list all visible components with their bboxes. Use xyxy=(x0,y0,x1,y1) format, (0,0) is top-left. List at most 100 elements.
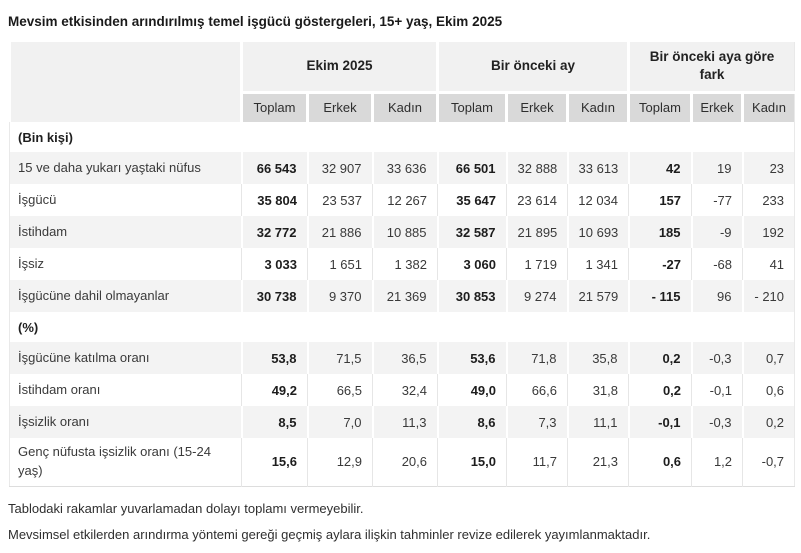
row-label: İstihdam oranı xyxy=(9,374,242,406)
value-cell: 8,6 xyxy=(436,406,507,438)
row-label: İstihdam xyxy=(9,216,242,248)
footnote-revision: Mevsimsel etkilerden arındırma yöntemi g… xyxy=(8,526,651,542)
value-cell: 11,3 xyxy=(371,406,438,438)
value-cell: 42 xyxy=(627,152,692,184)
value-cell: -77 xyxy=(691,184,743,216)
col-header-total: Toplam xyxy=(627,90,692,122)
value-cell: 192 xyxy=(741,216,795,248)
value-cell: 96 xyxy=(690,280,743,312)
value-cell: 21 579 xyxy=(566,280,629,312)
value-cell: 7,3 xyxy=(505,406,568,438)
value-cell: 49,2 xyxy=(241,374,308,406)
value-cell: 11,1 xyxy=(566,406,629,438)
section-label: (Bin kişi) xyxy=(9,122,795,152)
value-cell: - 210 xyxy=(741,280,795,312)
value-cell: 12,9 xyxy=(307,438,373,487)
col-header-male: Erkek xyxy=(690,90,743,122)
row-label: İşsiz xyxy=(9,248,242,280)
value-cell: 15,0 xyxy=(437,438,507,487)
value-cell: 0,2 xyxy=(627,342,692,374)
value-cell: 35 647 xyxy=(437,184,507,216)
value-cell: 32,4 xyxy=(371,374,438,406)
table-row: 15 ve daha yukarı yaştaki nüfus 66 543 32 … xyxy=(9,152,795,184)
value-cell: 41 xyxy=(742,248,795,280)
col-header-male: Erkek xyxy=(505,90,568,122)
value-cell: 1 382 xyxy=(371,248,438,280)
value-cell: 32 587 xyxy=(436,216,507,248)
col-header-male: Erkek xyxy=(306,90,373,122)
row-label: 15 ve daha yukarı yaştaki nüfus xyxy=(9,152,242,184)
value-cell: 66,5 xyxy=(307,374,373,406)
value-cell: 8,5 xyxy=(240,406,308,438)
value-cell: 7,0 xyxy=(306,406,373,438)
value-cell: 12 267 xyxy=(371,184,438,216)
value-cell: 31,8 xyxy=(567,374,629,406)
value-cell: 1,2 xyxy=(691,438,743,487)
value-cell: -0,1 xyxy=(627,406,692,438)
value-cell: 66 543 xyxy=(240,152,308,184)
value-cell: 9 274 xyxy=(505,280,568,312)
table-row: İşsizlik oranı 8,5 7,0 11,3 8,6 7,3 11,1 -0,1 -0… xyxy=(9,406,795,438)
value-cell: 33 613 xyxy=(566,152,629,184)
value-cell: -0,3 xyxy=(690,342,743,374)
value-cell: -9 xyxy=(690,216,743,248)
col-header-female: Kadın xyxy=(370,90,438,122)
value-cell: 15,6 xyxy=(241,438,308,487)
table-row: İstihdam 32 772 21 886 10 885 32 587 21 895 10… xyxy=(9,216,795,248)
column-group-row: Ekim 2025 Bir önceki ay Bir önceki aya g… xyxy=(8,42,795,122)
value-cell: 233 xyxy=(742,184,795,216)
table-row: İşsiz 3 033 1 651 1 382 3 060 1 719 1 341 -27 -6… xyxy=(9,248,795,280)
value-cell: -0,1 xyxy=(691,374,743,406)
value-cell: 32 772 xyxy=(240,216,308,248)
col-header-female: Kadın xyxy=(741,90,795,122)
value-cell: 11,7 xyxy=(506,438,568,487)
column-group-difference: Bir önceki aya göre fark xyxy=(627,42,795,92)
corner-cell xyxy=(8,42,242,122)
value-cell: 10 885 xyxy=(371,216,438,248)
section-header-row: (%) xyxy=(9,312,795,342)
row-label: İşgücü xyxy=(9,184,242,216)
sub-header-row: Toplam Erkek Kadın Toplam Erkek Kadın To… xyxy=(10,90,795,122)
row-label: Genç nüfusta işsizlik oranı (15-24 yaş) xyxy=(9,438,242,487)
value-cell: 0,6 xyxy=(742,374,795,406)
value-cell: 53,8 xyxy=(240,342,308,374)
value-cell: 185 xyxy=(627,216,692,248)
value-cell: 32 907 xyxy=(306,152,373,184)
value-cell: 21 886 xyxy=(306,216,373,248)
footnotes: Tablodaki rakamlar yuvarlamadan dolayı t… xyxy=(8,501,793,542)
value-cell: 32 888 xyxy=(505,152,568,184)
value-cell: 66 501 xyxy=(436,152,507,184)
value-cell: 1 719 xyxy=(506,248,568,280)
page-title: Mevsim etkisinden arındırılmış temel işg… xyxy=(8,14,503,29)
value-cell: 1 341 xyxy=(567,248,629,280)
value-cell: 23 614 xyxy=(506,184,568,216)
table-row: İstihdam oranı 49,2 66,5 32,4 49,0 66,6 31,8 0,… xyxy=(9,374,795,406)
row-label: İşgücüne dahil olmayanlar xyxy=(9,280,242,312)
value-cell: - 115 xyxy=(627,280,692,312)
value-cell: 21 895 xyxy=(505,216,568,248)
value-cell: 12 034 xyxy=(567,184,629,216)
value-cell: 30 853 xyxy=(436,280,507,312)
table-body: (Bin kişi) 15 ve daha yukarı yaştaki nüfu… xyxy=(9,122,795,487)
value-cell: 157 xyxy=(628,184,692,216)
value-cell: 33 636 xyxy=(371,152,438,184)
value-cell: 66,6 xyxy=(506,374,568,406)
value-cell: 20,6 xyxy=(371,438,438,487)
value-cell: 0,6 xyxy=(628,438,692,487)
value-cell: 35,8 xyxy=(566,342,629,374)
table-row: İşgücüne dahil olmayanlar 30 738 9 370 21 3… xyxy=(9,280,795,312)
value-cell: 21 369 xyxy=(371,280,438,312)
value-cell: 19 xyxy=(690,152,743,184)
value-cell: -0,3 xyxy=(690,406,743,438)
value-cell: 10 693 xyxy=(566,216,629,248)
value-cell: 3 033 xyxy=(241,248,308,280)
value-cell: 49,0 xyxy=(437,374,507,406)
row-label: İşsizlik oranı xyxy=(9,406,242,438)
value-cell: 35 804 xyxy=(241,184,308,216)
value-cell: -27 xyxy=(628,248,692,280)
column-group-current-month: Ekim 2025 xyxy=(239,42,438,92)
value-cell: 0,2 xyxy=(741,406,795,438)
value-cell: 36,5 xyxy=(371,342,438,374)
table-row: Genç nüfusta işsizlik oranı (15-24 yaş) 1… xyxy=(9,438,795,487)
row-label: İşgücüne katılma oranı xyxy=(9,342,242,374)
